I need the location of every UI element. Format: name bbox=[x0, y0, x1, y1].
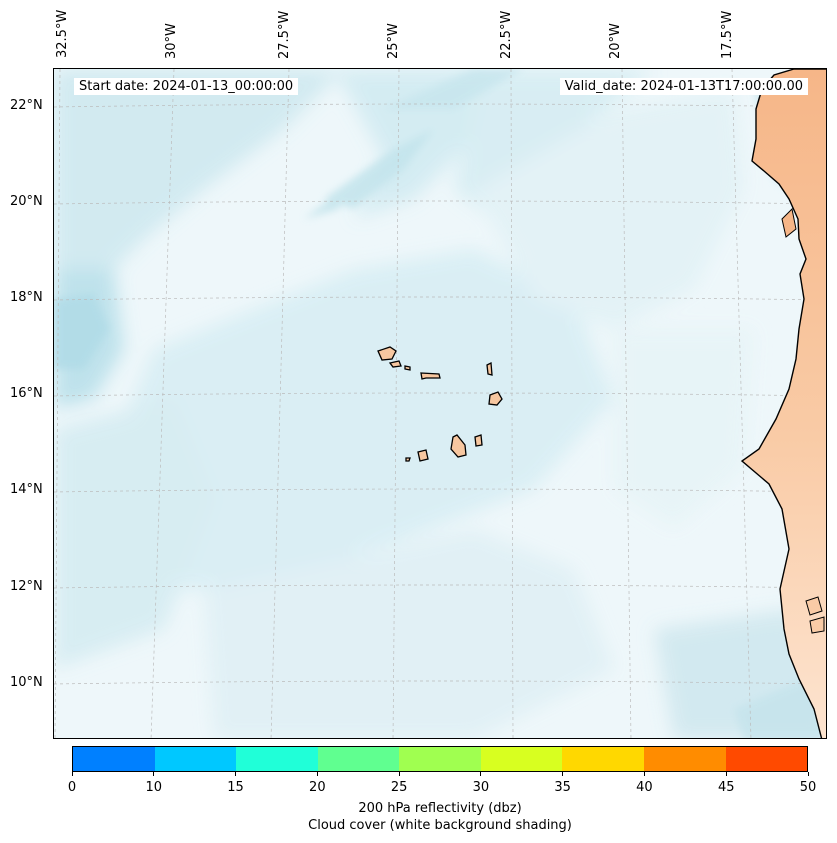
island-santo-antao bbox=[377, 346, 397, 361]
colorbar-segment bbox=[73, 747, 155, 771]
colorbar-label: 200 hPa reflectivity (dbz) bbox=[358, 801, 522, 816]
colorbar-sublabel: Cloud cover (white background shading) bbox=[308, 818, 572, 833]
colorbar bbox=[72, 746, 808, 772]
colorbar-tick-label: 10 bbox=[145, 780, 163, 795]
colorbar-tick-label: 0 bbox=[67, 780, 77, 795]
island-santiago bbox=[450, 434, 467, 458]
colorbar-segment bbox=[480, 747, 563, 771]
lat-tick-10n: 10°N bbox=[10, 675, 43, 690]
colorbar-tick-label: 35 bbox=[554, 780, 571, 795]
colorbar-tick-label: 15 bbox=[227, 780, 244, 795]
island-brava bbox=[405, 457, 411, 462]
island-santa-luzia bbox=[404, 365, 411, 371]
colorbar-segment bbox=[643, 747, 726, 771]
colorbar-tick-label: 25 bbox=[390, 780, 408, 795]
colorbar-tick-label: 50 bbox=[799, 780, 817, 795]
lat-tick-18n: 18°N bbox=[10, 290, 43, 305]
colorbar-tickmark bbox=[398, 772, 400, 776]
colorbar-segment bbox=[154, 747, 237, 771]
colorbar-tickmark bbox=[235, 772, 237, 776]
colorbar-tickmark bbox=[562, 772, 564, 776]
lon-tick-17.5w: 17.5°W bbox=[720, 10, 735, 59]
lat-tick-12n: 12°N bbox=[10, 579, 43, 594]
lat-tick-16n: 16°N bbox=[10, 386, 43, 401]
colorbar-segment bbox=[236, 747, 318, 771]
island-boa-vista bbox=[488, 391, 503, 406]
lon-tick-22.5w: 22.5°W bbox=[499, 10, 514, 59]
lon-tick-27.5w: 27.5°W bbox=[277, 10, 292, 59]
island-maio bbox=[474, 434, 483, 447]
lat-tick-20n: 20°N bbox=[10, 194, 43, 209]
colorbar-tick-label: 20 bbox=[309, 780, 326, 795]
valid-date-label: Valid_date: 2024-01-13T17:00:00.00 bbox=[559, 78, 808, 95]
colorbar-tickmark bbox=[807, 772, 809, 776]
cloud-cover-shading bbox=[54, 69, 826, 738]
colorbar-tickmark bbox=[480, 772, 482, 776]
lon-tick-20w: 20°W bbox=[608, 23, 623, 59]
colorbar-segment bbox=[317, 747, 400, 771]
island-sao-nicolau bbox=[420, 372, 441, 380]
map-panel: Start date: 2024-01-13_00:00:00 Valid_da… bbox=[53, 68, 827, 739]
colorbar-tickmark bbox=[725, 772, 727, 776]
colorbar-segment bbox=[725, 747, 808, 771]
colorbar-segment bbox=[399, 747, 481, 771]
start-date-label: Start date: 2024-01-13_00:00:00 bbox=[74, 78, 299, 95]
colorbar-tickmark bbox=[316, 772, 318, 776]
lon-tick-32.5w: 32.5°W bbox=[55, 9, 70, 58]
island-sao-vicente bbox=[388, 360, 402, 368]
colorbar-tickmark bbox=[643, 772, 645, 776]
lon-tick-30w: 30°W bbox=[164, 23, 179, 59]
map-canvas bbox=[54, 69, 826, 738]
colorbar-tickmark bbox=[71, 772, 73, 776]
colorbar-tick-label: 45 bbox=[717, 780, 735, 795]
colorbar-tickmark bbox=[153, 772, 155, 776]
colorbar-segment bbox=[562, 747, 644, 771]
colorbar-tick-label: 30 bbox=[472, 780, 490, 795]
graticule bbox=[54, 69, 826, 738]
island-sal bbox=[486, 361, 493, 376]
lat-tick-22n: 22°N bbox=[10, 98, 43, 113]
island-fogo bbox=[417, 449, 429, 462]
african-coastline bbox=[740, 69, 826, 738]
lon-tick-25w: 25°W bbox=[386, 23, 401, 59]
lat-tick-14n: 14°N bbox=[10, 482, 43, 497]
colorbar-tick-label: 40 bbox=[636, 780, 653, 795]
cape-verde-islands bbox=[377, 346, 503, 462]
